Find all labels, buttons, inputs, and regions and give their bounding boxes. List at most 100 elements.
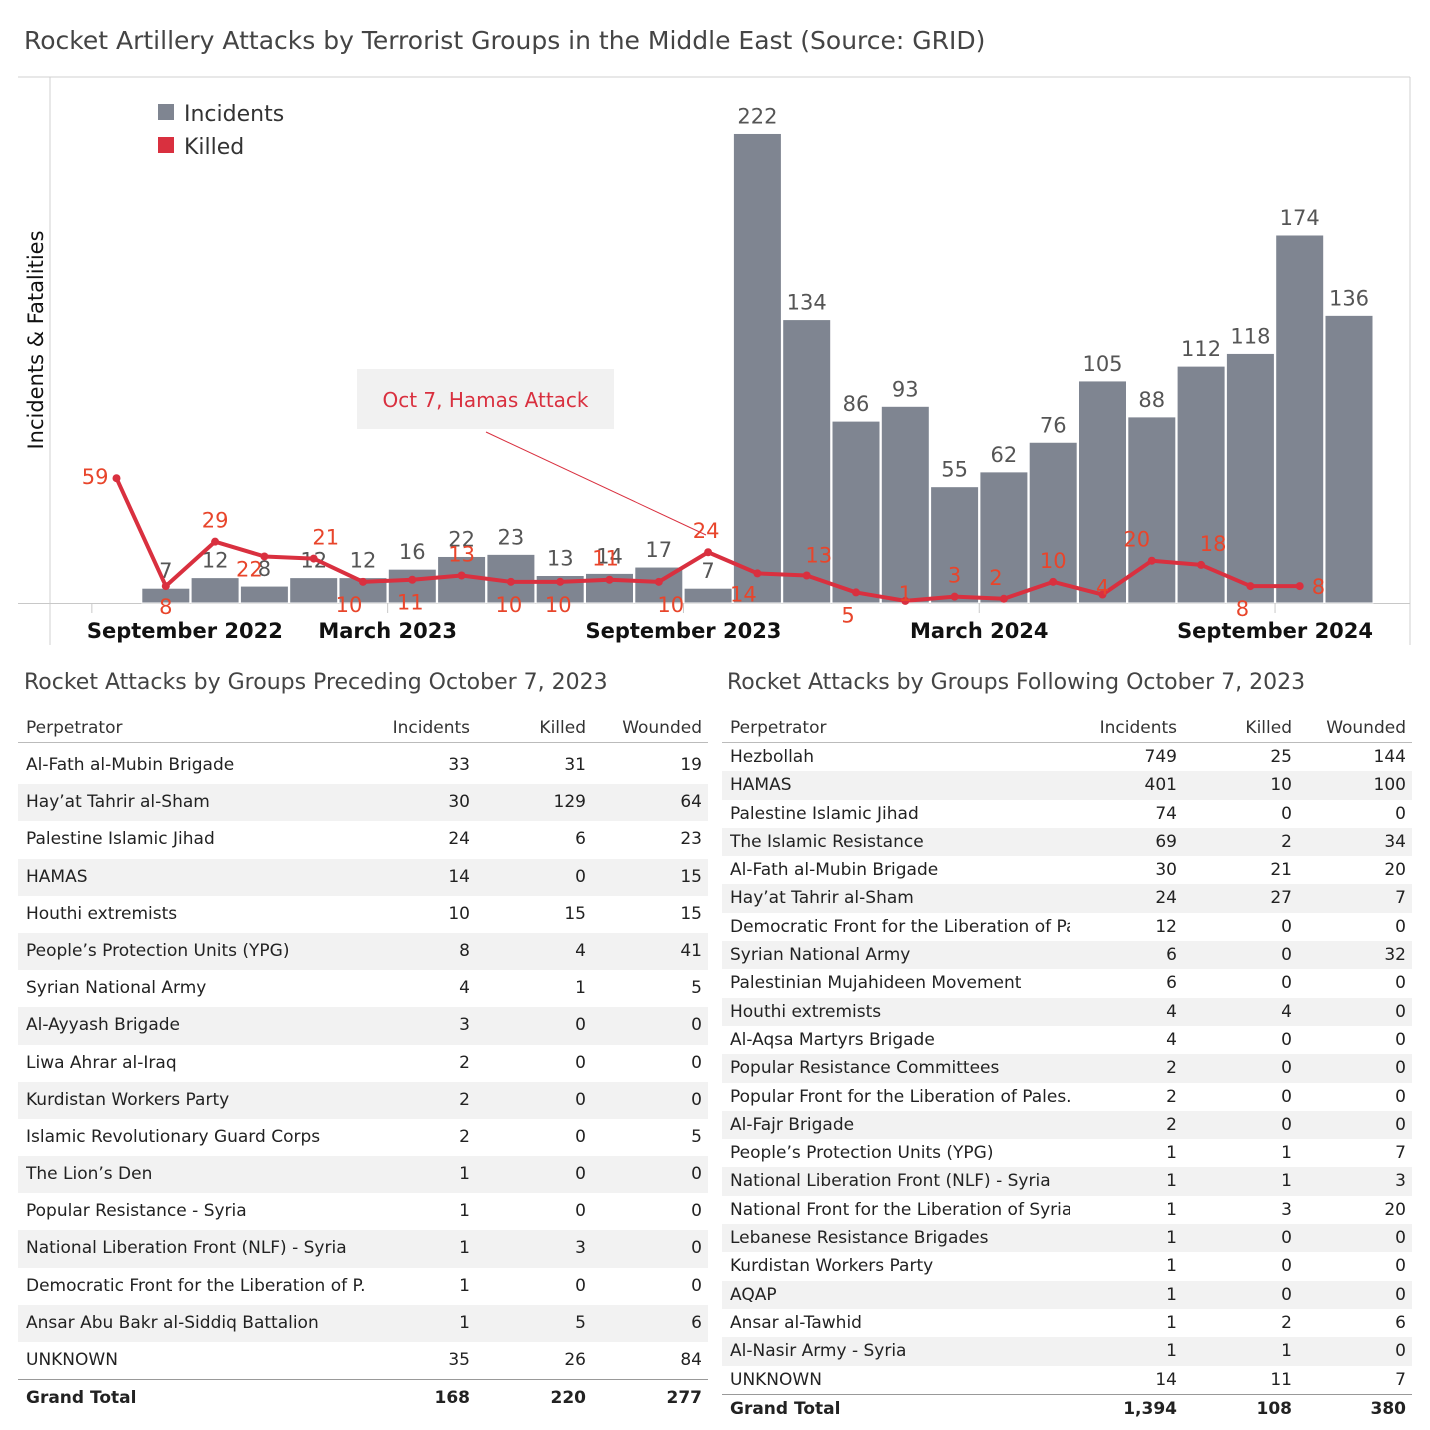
x-tick-label: September 2023 (585, 619, 781, 643)
bar-label-incidents: 93 (892, 377, 919, 401)
table-row: UNKNOWN 35 26 84 (18, 1342, 708, 1379)
point-label-killed: 8 (1236, 597, 1249, 621)
cell-wounded: 0 (1395, 803, 1406, 824)
cell-killed: 0 (1281, 1086, 1292, 1107)
point-label-killed: 4 (1096, 576, 1109, 600)
point-label-killed: 11 (592, 547, 619, 571)
point-label-killed: 2 (989, 566, 1002, 590)
x-tick-label: March 2024 (910, 619, 1049, 643)
cell-killed: 15 (564, 903, 586, 924)
bar-label-incidents: 13 (547, 547, 574, 571)
cell-killed: 0 (575, 1089, 586, 1110)
bar-incidents (1028, 441, 1078, 604)
legend-swatch-incidents (158, 104, 174, 120)
cell-perpetrator: Democratic Front for the Liberation of P… (26, 1275, 366, 1296)
cell-wounded: 6 (691, 1312, 702, 1333)
y-axis-title: Incidents & Fatalities (24, 230, 48, 449)
table-row: The Islamic Resistance 69 2 34 (722, 827, 1412, 857)
table-row: Democratic Front for the Liberation of P… (18, 1268, 708, 1305)
point-killed (901, 596, 910, 605)
point-label-killed: 59 (82, 465, 109, 489)
table-row: Palestinian Mujahideen Movement 6 0 0 (722, 969, 1412, 997)
cell-killed: Killed (539, 718, 586, 738)
bar-label-incidents: 222 (737, 104, 777, 128)
table-row: AQAP 1 0 0 (722, 1280, 1412, 1309)
point-killed (704, 548, 713, 557)
cell-killed: 31 (564, 755, 586, 775)
cell-perpetrator: Kurdistan Workers Party (730, 1256, 934, 1277)
cell-perpetrator: Lebanese Resistance Brigades (730, 1228, 989, 1249)
cell-wounded: 15 (680, 903, 702, 924)
cell-wounded: 20 (1384, 1199, 1406, 1220)
table-preceding-oct7: Perpetrator Incidents Killed Wounded Al-Fath… (18, 714, 708, 1417)
table-row: Democratic Front for the Liberation of P… (722, 913, 1412, 941)
cell-wounded: 3 (1395, 1171, 1406, 1192)
table-pre-title: Rocket Attacks by Groups Preceding Octob… (24, 670, 608, 695)
cell-killed: 4 (575, 940, 586, 961)
point-killed (999, 594, 1008, 603)
table-row: Syrian National Army 4 1 5 (18, 970, 708, 1007)
cell-perpetrator: Al-Fajr Brigade (730, 1114, 855, 1135)
bar-incidents (190, 577, 240, 604)
cell-killed: 0 (1281, 1058, 1292, 1079)
cell-perpetrator: HAMAS (26, 866, 88, 887)
point-killed (112, 474, 121, 483)
point-killed (654, 577, 663, 586)
cell-wounded: 0 (691, 1015, 702, 1036)
cell-perpetrator: Al-Ayyash Brigade (26, 1015, 180, 1036)
table-row: Popular Resistance Committees 2 0 0 (722, 1054, 1412, 1083)
cell-killed: 0 (575, 1052, 586, 1073)
cell-wounded: 0 (1395, 1228, 1406, 1249)
bar-label-incidents: 23 (498, 525, 525, 549)
cell-killed: 0 (1281, 916, 1292, 937)
table-row: Houthi extremists 4 4 0 (722, 997, 1412, 1026)
cell-killed: 108 (1256, 1398, 1293, 1419)
cell-incidents: 2 (459, 1126, 470, 1147)
cell-perpetrator: HAMAS (730, 775, 792, 796)
cell-incidents: Incidents (392, 718, 470, 738)
bar-label-incidents: 88 (1138, 388, 1165, 412)
point-label-killed: 10 (657, 593, 684, 617)
cell-incidents: 33 (448, 755, 470, 775)
cell-perpetrator: Houthi extremists (730, 1001, 882, 1022)
bar-label-incidents: 112 (1181, 337, 1221, 361)
cell-perpetrator: Hezbollah (730, 747, 814, 767)
point-label-killed: 3 (948, 564, 961, 588)
bar-incidents (289, 577, 339, 604)
table-row: Syrian National Army 6 0 32 (722, 941, 1412, 970)
cell-killed: 26 (564, 1350, 586, 1370)
cell-wounded: 0 (1395, 916, 1406, 937)
cell-incidents: 1 (1166, 1256, 1177, 1277)
legend-label-incidents: Incidents (184, 102, 284, 127)
table-post-title: Rocket Attacks by Groups Following Octob… (727, 670, 1306, 695)
table-row: Kurdistan Workers Party 2 0 0 (18, 1081, 708, 1119)
point-killed (556, 577, 565, 586)
table-row: People’s Protection Units (YPG) 8 4 41 (18, 932, 708, 971)
cell-wounded: 0 (691, 1201, 702, 1222)
cell-incidents: 2 (459, 1052, 470, 1073)
cell-killed: 3 (575, 1238, 586, 1259)
cell-killed: 1 (1281, 1171, 1292, 1192)
cell-wounded: 0 (1395, 1029, 1406, 1050)
cell-perpetrator: Al-Nasir Army - Syria (730, 1341, 907, 1362)
cell-perpetrator: The Lion’s Den (26, 1164, 153, 1185)
cell-perpetrator: Al-Aqsa Martyrs Brigade (730, 1029, 935, 1050)
bar-label-incidents: 22 (448, 527, 475, 551)
cell-incidents: 1 (1166, 1312, 1177, 1333)
cell-perpetrator: Kurdistan Workers Party (26, 1089, 230, 1110)
point-label-killed: 13 (448, 543, 475, 567)
point-killed (605, 575, 614, 584)
cell-perpetrator: Grand Total (730, 1398, 841, 1419)
cell-wounded: 0 (691, 1238, 702, 1259)
cell-perpetrator: Palestine Islamic Jihad (26, 829, 215, 850)
cell-killed: 21 (1270, 860, 1292, 881)
table-row: Palestine Islamic Jihad 74 0 0 (722, 800, 1412, 828)
bar-incidents (437, 555, 487, 604)
bar-label-incidents: 8 (258, 557, 271, 581)
cell-incidents: Incidents (1099, 718, 1177, 738)
cell-perpetrator: Hay’at Tahrir al-Sham (26, 792, 210, 813)
table-row: Hezbollah 749 25 144 (722, 743, 1412, 771)
cell-wounded: 0 (1395, 1001, 1406, 1022)
cell-killed: 0 (1281, 1029, 1292, 1050)
cell-perpetrator: Syrian National Army (26, 978, 207, 999)
